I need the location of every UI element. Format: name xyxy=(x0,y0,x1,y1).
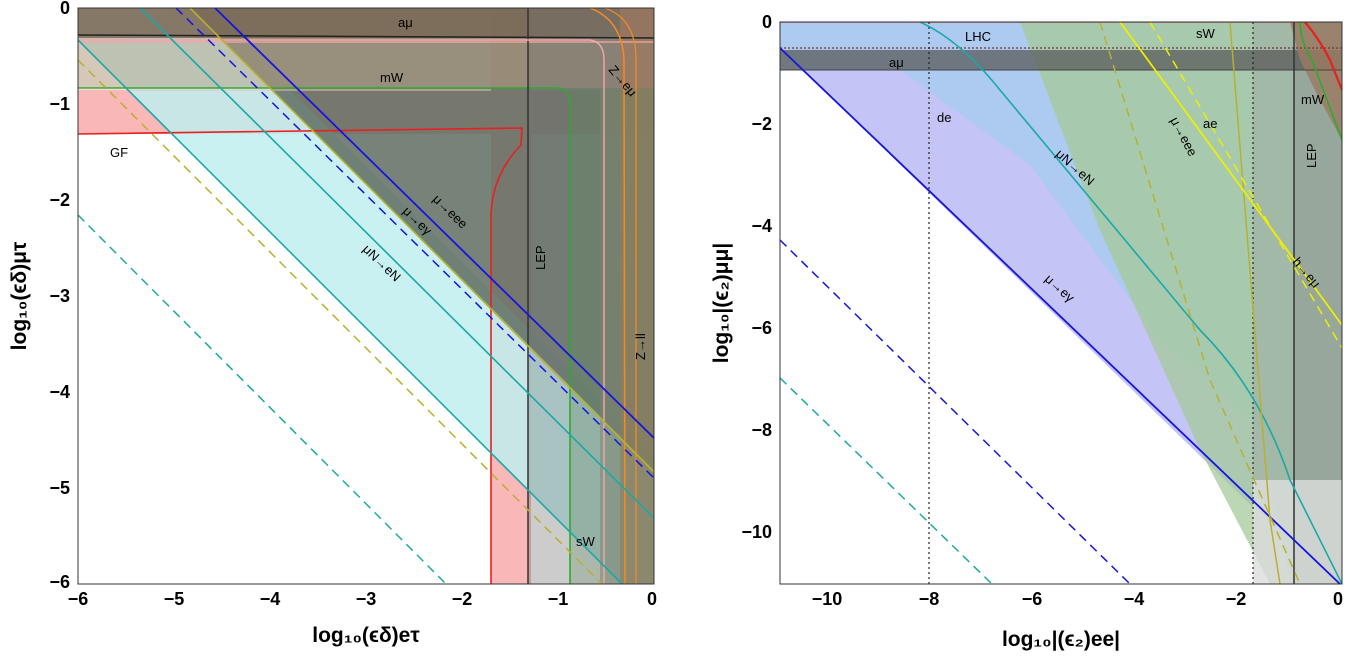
muNeN-curve xyxy=(919,22,1342,584)
left-ytick: −4 xyxy=(49,382,70,402)
left-label-zll: Z→ll xyxy=(633,333,648,360)
left-ytick: −1 xyxy=(49,94,70,114)
muNeN-line-1 xyxy=(139,8,654,519)
right-plot-area xyxy=(780,22,1342,584)
right-y-ticks: 0 −2 −4 −6 −8 −10 xyxy=(741,12,772,542)
right-label-lhc: LHC xyxy=(965,29,991,44)
left-ytick: −2 xyxy=(49,190,70,210)
left-xtick: 0 xyxy=(647,589,657,609)
lep-excluded-band xyxy=(528,8,654,584)
left-plot-frame xyxy=(77,7,655,585)
mueg-dashed-line xyxy=(780,239,1131,584)
right-xtick: −4 xyxy=(1124,589,1145,609)
right-chart: LHC aμ de ae sW mW μ→eee μN→eN μ→eγ LEP … xyxy=(710,12,1343,651)
mw-boundary xyxy=(78,87,571,584)
sw-curve xyxy=(1299,22,1342,141)
left-xtick: −4 xyxy=(260,589,281,609)
zemu-boundary xyxy=(78,39,605,584)
left-chart: aμ mW GF μ→eee μ→eγ μN→eN LEP Z→eμ Z→ll … xyxy=(8,0,657,647)
left-x-ticks: −6 −5 −4 −3 −2 −1 0 xyxy=(68,589,657,609)
hemu-dashed-line xyxy=(1149,22,1342,349)
mw-corner-region xyxy=(1290,22,1342,140)
right-ytick: −6 xyxy=(751,318,772,338)
left-x-axis-label: log₁₀(ϵδ)eτ xyxy=(312,624,420,647)
left-ytick: 0 xyxy=(60,0,70,18)
muNeN-dashed-line xyxy=(780,377,993,584)
mueee-curve xyxy=(1099,22,1301,584)
left-ytick: −6 xyxy=(49,572,70,592)
zll-boundary-2 xyxy=(604,8,637,584)
left-label-lep: LEP xyxy=(533,245,548,270)
amu-line xyxy=(78,34,654,39)
mueee-line xyxy=(189,8,654,473)
muNeN-line-2 xyxy=(78,39,623,584)
left-ytick: −3 xyxy=(49,286,70,306)
sw-dashed-line xyxy=(78,59,603,584)
left-label-amu: aμ xyxy=(398,15,413,30)
right-plot-frame xyxy=(779,21,1343,585)
amu-excluded-band xyxy=(78,8,654,38)
right-xtick: 0 xyxy=(1333,589,1343,609)
left-xtick: −2 xyxy=(452,589,473,609)
left-xtick: −1 xyxy=(548,589,569,609)
right-x-ticks: −10 −8 −6 −4 −2 0 xyxy=(812,589,1343,609)
right-x-axis-label: log₁₀|(ϵ₂)ee| xyxy=(1002,628,1120,651)
right-label-ae: ae xyxy=(1203,116,1217,131)
right-ytick: −4 xyxy=(751,216,772,236)
right-ytick: −10 xyxy=(741,522,772,542)
mueee-solid-curve xyxy=(1229,22,1281,584)
muNeN-dashed-line xyxy=(78,214,447,584)
mueg-line xyxy=(214,8,654,439)
right-xtick: −6 xyxy=(1022,589,1043,609)
mw-region xyxy=(570,88,654,584)
left-label-mw: mW xyxy=(380,70,404,85)
zll-boundary xyxy=(589,8,626,584)
left-ytick: −5 xyxy=(49,478,70,498)
right-xtick: −8 xyxy=(919,589,940,609)
mueg-line xyxy=(780,47,1341,584)
right-xtick: −2 xyxy=(1226,589,1247,609)
mueee-excluded-region xyxy=(1020,22,1342,584)
left-y-ticks: 0 −1 −2 −3 −4 −5 −6 xyxy=(49,0,70,592)
gf-boundary xyxy=(78,127,523,584)
mw-curve xyxy=(1304,22,1342,91)
zll-excluded-band xyxy=(620,8,654,584)
zemu-band xyxy=(600,38,620,584)
right-label-lep: LEP xyxy=(1304,143,1319,168)
brown-top-band xyxy=(78,38,654,88)
left-label-gf: GF xyxy=(110,145,128,160)
right-label-mw: mW xyxy=(1301,92,1325,107)
amu-excluded-band xyxy=(780,50,1342,70)
right-label-sw: sW xyxy=(1196,26,1216,41)
right-ytick: 0 xyxy=(762,12,772,32)
left-xtick: −6 xyxy=(68,589,89,609)
muNeN-excluded-region xyxy=(78,8,654,584)
left-xtick: −5 xyxy=(164,589,185,609)
left-plot-area xyxy=(78,8,654,584)
right-ytick: −2 xyxy=(751,114,772,134)
hemu-line xyxy=(1119,22,1342,326)
left-xtick: −3 xyxy=(356,589,377,609)
right-label-de: de xyxy=(937,110,951,125)
mueg-dashed-line xyxy=(175,8,654,479)
right-xtick: −10 xyxy=(812,589,843,609)
right-label-amu: aμ xyxy=(889,55,904,70)
right-y-axis-label: log₁₀|(ϵ₂)μμ| xyxy=(710,243,733,363)
left-label-sw: sW xyxy=(576,534,596,549)
left-y-axis-label: log₁₀(ϵδ)μτ xyxy=(8,241,31,350)
right-ytick: −8 xyxy=(751,420,772,440)
